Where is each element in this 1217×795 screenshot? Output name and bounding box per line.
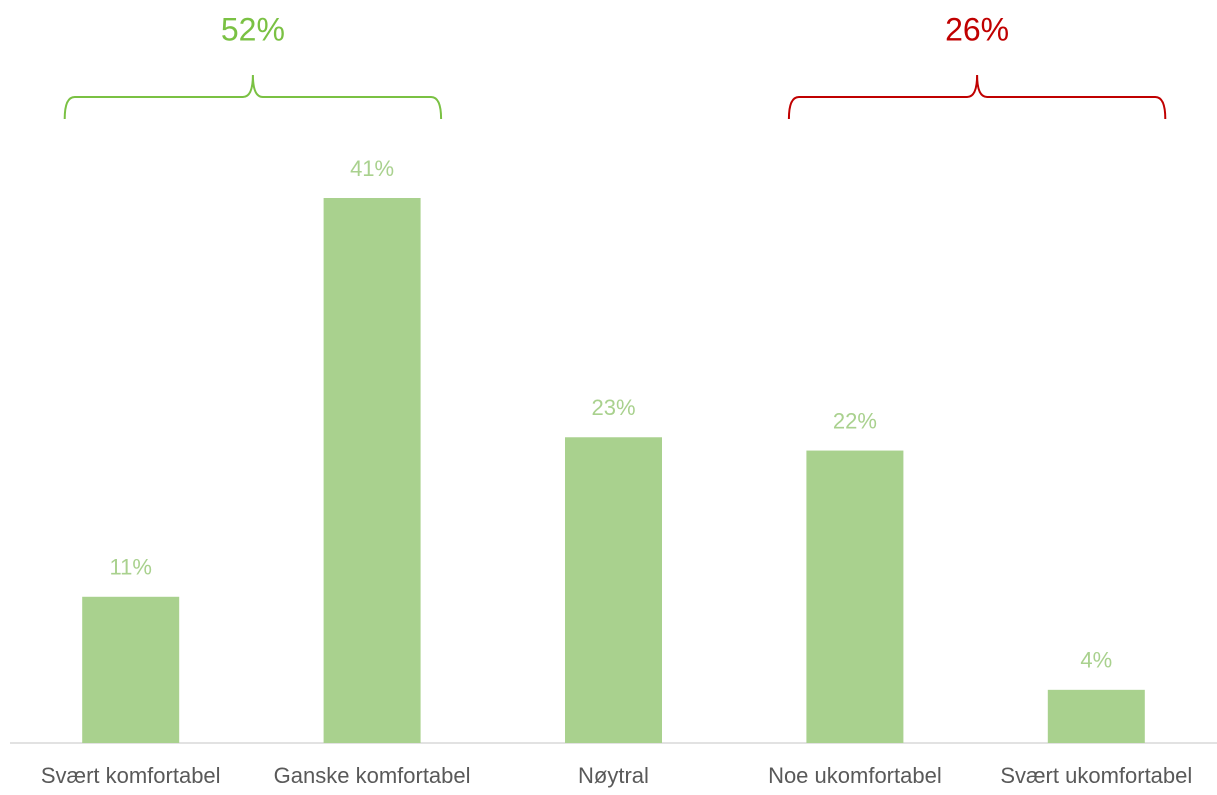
data-label: 41% (350, 156, 394, 181)
bar (565, 437, 662, 743)
x-tick-label: Noe ukomfortabel (768, 763, 942, 788)
x-tick-label: Nøytral (578, 763, 649, 788)
annotation-label: 52% (221, 11, 285, 47)
x-tick-label: Svært komfortabel (41, 763, 221, 788)
x-tick-label: Svært ukomfortabel (1000, 763, 1192, 788)
data-label: 23% (591, 395, 635, 420)
bracket (63, 74, 443, 120)
bar (1047, 689, 1145, 743)
data-label: 11% (109, 555, 151, 580)
data-label: 4% (1080, 648, 1112, 673)
x-tick-label: Ganske komfortabel (274, 763, 471, 788)
bar (806, 450, 904, 743)
bar (323, 198, 421, 743)
bar (82, 596, 180, 743)
annotation-label: 26% (945, 11, 1009, 47)
bracket (787, 74, 1167, 120)
data-label: 22% (833, 408, 877, 433)
